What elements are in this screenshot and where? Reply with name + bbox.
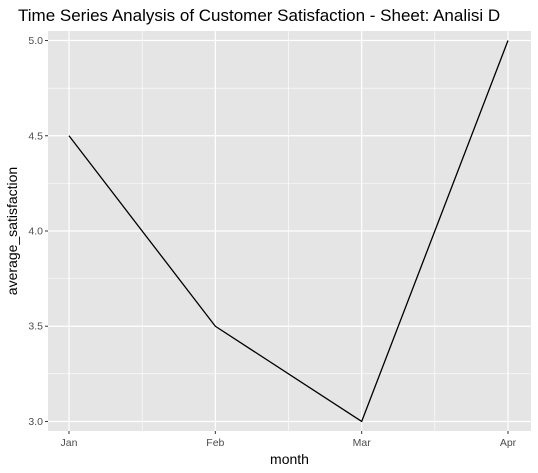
y-tick-label: 4.5 xyxy=(28,130,43,142)
y-tick-label: 4.0 xyxy=(28,226,43,238)
x-tick-label: Mar xyxy=(353,437,372,449)
axis-layer: 3.0 3.5 4.0 4.5 5.0 Jan Feb Mar Apr xyxy=(28,35,516,449)
y-tick-label: 3.5 xyxy=(28,321,43,333)
x-tick-label: Feb xyxy=(206,437,224,449)
x-tick-label: Jan xyxy=(61,437,78,449)
x-tick-label: Apr xyxy=(500,437,517,449)
y-axis-title: average_satisfaction xyxy=(4,167,20,295)
data-layer xyxy=(68,40,509,423)
x-axis-title: month xyxy=(270,451,309,467)
series-line xyxy=(68,40,509,423)
y-tick-label: 3.0 xyxy=(28,416,43,428)
chart-title: Time Series Analysis of Customer Satisfa… xyxy=(18,6,500,25)
grid-lines xyxy=(48,31,531,431)
y-tick-label: 5.0 xyxy=(28,35,43,47)
